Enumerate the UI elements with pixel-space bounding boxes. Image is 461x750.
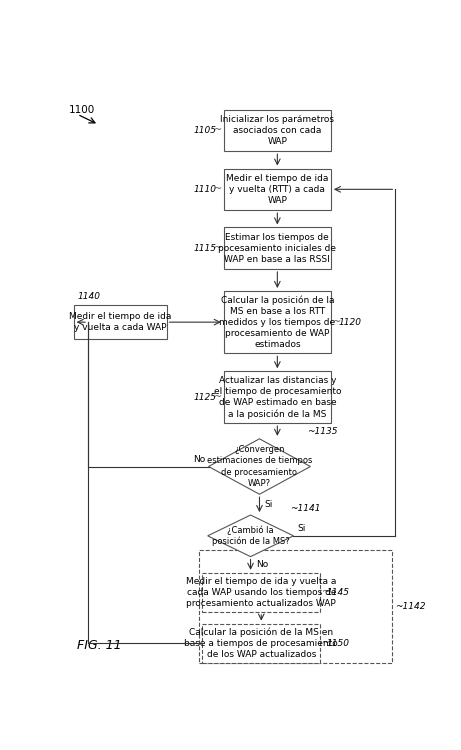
Text: 1105: 1105 [194, 126, 217, 135]
FancyBboxPatch shape [224, 371, 331, 423]
Text: 1145: 1145 [327, 588, 349, 597]
Text: Medir el tiempo de ida y vuelta a
cada WAP usando los tiempos de
procesamiento a: Medir el tiempo de ida y vuelta a cada W… [186, 577, 337, 608]
FancyBboxPatch shape [74, 304, 166, 340]
Text: ~: ~ [214, 125, 222, 136]
FancyBboxPatch shape [202, 573, 320, 612]
Text: 1110: 1110 [194, 184, 217, 194]
Text: ~1135: ~1135 [307, 427, 337, 436]
Text: FIG. 11: FIG. 11 [77, 639, 122, 652]
Text: Estimar los tiempos de
pocesamiento iniciales de
WAP en base a las RSSI: Estimar los tiempos de pocesamiento inic… [219, 232, 337, 264]
Text: Medir el tiempo de ida
y vuelta (RTT) a cada
WAP: Medir el tiempo de ida y vuelta (RTT) a … [226, 174, 329, 205]
FancyBboxPatch shape [224, 169, 331, 210]
Text: ~: ~ [322, 587, 330, 598]
FancyBboxPatch shape [199, 550, 392, 663]
Text: ~: ~ [333, 317, 341, 327]
Text: Medir el tiempo de ida
y vuelta a cada WAP: Medir el tiempo de ida y vuelta a cada W… [69, 312, 171, 332]
Text: 1115: 1115 [194, 244, 217, 253]
FancyBboxPatch shape [224, 110, 331, 152]
Text: Si: Si [297, 524, 305, 533]
Text: Inicializar los parámetros
asociados con cada
WAP: Inicializar los parámetros asociados con… [220, 115, 334, 146]
Text: 1120: 1120 [338, 318, 361, 327]
FancyBboxPatch shape [202, 623, 320, 663]
Text: ~: ~ [214, 184, 222, 194]
Text: Calcular la posición de la
MS en base a los RTT
medidos y los tiempos de
procesa: Calcular la posición de la MS en base a … [219, 296, 336, 349]
Polygon shape [208, 439, 310, 494]
Text: 1125: 1125 [194, 393, 217, 402]
Text: 1140: 1140 [77, 292, 100, 301]
Text: No: No [193, 455, 205, 464]
Text: ~1142: ~1142 [395, 602, 426, 611]
Text: ~1141: ~1141 [290, 503, 320, 512]
Polygon shape [207, 515, 293, 556]
Text: No: No [256, 560, 268, 569]
Text: 1150: 1150 [327, 639, 349, 648]
Text: ~: ~ [214, 243, 222, 254]
Text: ¿Convergen
estimaciones de tiempos
de procesamiento
WAP?: ¿Convergen estimaciones de tiempos de pr… [207, 446, 312, 488]
Text: ~: ~ [322, 638, 330, 648]
FancyBboxPatch shape [224, 227, 331, 269]
Text: Si: Si [265, 500, 273, 509]
Text: Actualizar las distancias y
el tiempo de procesamiento
de WAP estimado en base
a: Actualizar las distancias y el tiempo de… [213, 376, 341, 419]
Text: 1100: 1100 [69, 105, 95, 116]
FancyBboxPatch shape [224, 291, 331, 353]
Text: Calcular la posición de la MS en
base a tiempos de procesamiento
de los WAP actu: Calcular la posición de la MS en base a … [184, 628, 338, 659]
Text: ~: ~ [214, 392, 222, 402]
Text: ¿Cambió la
posición de la MS?: ¿Cambió la posición de la MS? [212, 525, 290, 547]
